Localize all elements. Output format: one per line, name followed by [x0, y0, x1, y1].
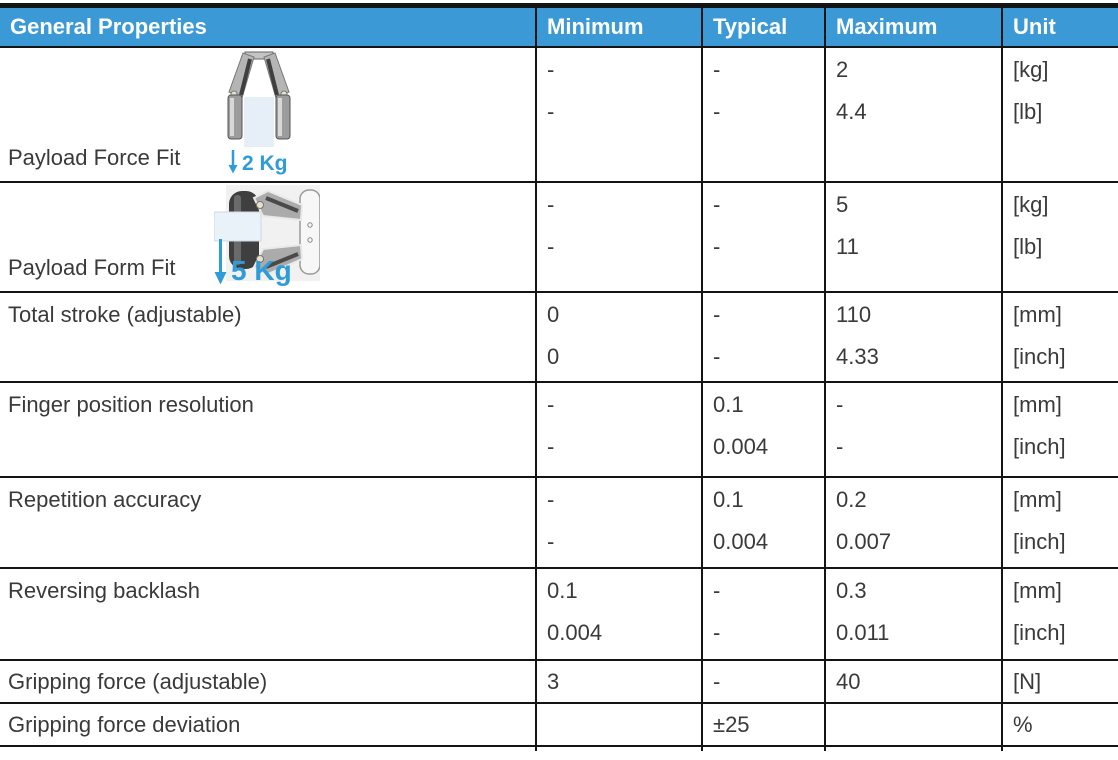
header-minimum: Minimum — [537, 8, 703, 46]
row-label: Gripping force deviation — [0, 704, 537, 745]
cell-typical: - - — [703, 48, 826, 181]
cell-minimum — [537, 704, 703, 745]
cell-minimum: 0.1 0.004 — [537, 569, 703, 659]
cell-maximum: 5 11 — [826, 183, 1003, 291]
header-unit: Unit — [1013, 14, 1056, 39]
table-header-row: General Properties Minimum Typical Maxim… — [0, 3, 1118, 48]
table-row-gripping-force: Gripping force (adjustable) 3 - 40 [N] — [0, 661, 1118, 704]
cell-minimum: - - — [537, 383, 703, 476]
cell-minimum: 0 0 — [537, 293, 703, 381]
cell-unit: [mm] [inch] — [1013, 392, 1066, 459]
cell-maximum — [826, 704, 1003, 745]
cell-typical: - - — [703, 293, 826, 381]
cell-maximum: 2 4.4 — [826, 48, 1003, 181]
gripper-force-fit-icon — [213, 51, 305, 157]
table-row-total-stroke: Total stroke (adjustable) 0 0 - - 110 4.… — [0, 293, 1118, 383]
cell-unit: [mm] [inch] — [1013, 487, 1066, 554]
row-label: Payload Force Fit — [8, 145, 181, 170]
table-row-reversing-backlash: Reversing backlash 0.1 0.004 - - 0.3 0.0… — [0, 569, 1118, 661]
cell-typical: ±25 — [703, 704, 826, 745]
cell-maximum: 40 — [826, 661, 1003, 702]
payload-badge: 5 Kg — [214, 239, 292, 285]
row-label: Repetition accuracy — [0, 478, 537, 567]
cell-typical: - — [703, 661, 826, 702]
cell-minimum: 3 — [537, 661, 703, 702]
cell-unit: [kg] [lb] — [1013, 57, 1049, 124]
cell-maximum: 0.2 0.007 — [826, 478, 1003, 567]
cell-maximum: 0.3 0.011 — [826, 569, 1003, 659]
table-row-repetition-accuracy: Repetition accuracy - - 0.1 0.004 0.2 0.… — [0, 478, 1118, 569]
header-maximum: Maximum — [826, 8, 1003, 46]
cell-maximum: 110 4.33 — [826, 293, 1003, 381]
cell-typical: 0.1 0.004 — [703, 383, 826, 476]
payload-badge: 2 Kg — [228, 150, 288, 174]
table-row-payload-force-fit: Payload Force Fit — [0, 48, 1118, 183]
payload-badge-label: 5 Kg — [231, 255, 292, 286]
header-general-properties: General Properties — [0, 8, 537, 46]
row-label: Gripping force (adjustable) — [0, 661, 537, 702]
cell-unit: % — [1013, 711, 1033, 737]
down-arrow-icon — [214, 239, 227, 285]
row-label: Payload Form Fit — [8, 255, 176, 280]
cell-typical: - - — [703, 569, 826, 659]
cell-minimum: - - — [537, 48, 703, 181]
gripper-form-fit-icon — [213, 185, 321, 289]
table-row-payload-form-fit: Payload Form Fit — [0, 183, 1118, 293]
cell-unit: [mm] [inch] — [1013, 302, 1066, 369]
table-row-finger-position-resolution: Finger position resolution - - 0.1 0.004… — [0, 383, 1118, 478]
down-arrow-icon — [228, 150, 238, 174]
cell-typical: 0.1 0.004 — [703, 478, 826, 567]
cell-unit: [mm] [inch] — [1013, 578, 1066, 645]
table-row-gripping-force-deviation: Gripping force deviation ±25 % — [0, 704, 1118, 747]
payload-badge-label: 2 Kg — [242, 152, 288, 175]
table-row-cutoff — [0, 747, 1118, 751]
row-label: Finger position resolution — [0, 383, 537, 476]
cell-maximum: - - — [826, 383, 1003, 476]
row-label: Reversing backlash — [0, 569, 537, 659]
row-label: Total stroke (adjustable) — [0, 293, 537, 381]
cell-minimum: - - — [537, 183, 703, 291]
header-typical: Typical — [703, 8, 826, 46]
cell-unit: [kg] [lb] — [1013, 192, 1049, 259]
general-properties-table: General Properties Minimum Typical Maxim… — [0, 3, 1118, 751]
cell-minimum: - - — [537, 478, 703, 567]
cell-unit: [N] — [1013, 668, 1042, 694]
cell-typical: - - — [703, 183, 826, 291]
